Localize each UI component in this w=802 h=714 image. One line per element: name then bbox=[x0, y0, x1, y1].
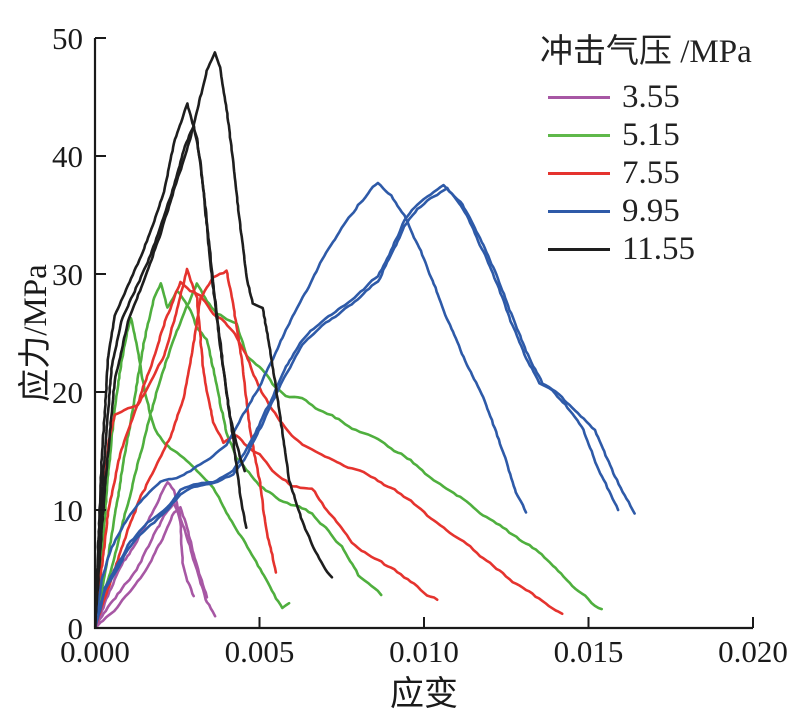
x-tick-label: 0.000 bbox=[60, 634, 130, 669]
curve-11.55-3 bbox=[94, 51, 334, 628]
y-tick-label: 20 bbox=[52, 375, 83, 410]
x-tick-label: 0.020 bbox=[718, 634, 788, 669]
legend-label: 9.95 bbox=[622, 192, 680, 229]
y-tick-label: 40 bbox=[52, 139, 83, 174]
legend-label: 3.55 bbox=[622, 78, 680, 115]
curve-5.15-1 bbox=[94, 317, 291, 628]
legend-item: 5.15 bbox=[538, 116, 752, 154]
y-tick-label: 10 bbox=[52, 493, 83, 528]
x-axis-title: 应变 bbox=[390, 676, 458, 713]
curve-3.55-1 bbox=[94, 481, 217, 628]
legend-line-icon bbox=[548, 171, 610, 175]
y-tick-label: 50 bbox=[52, 21, 83, 56]
legend-item: 11.55 bbox=[538, 230, 752, 268]
y-axis-title: 应力/MPa bbox=[18, 264, 54, 402]
legend-title: 冲击气压 /MPa bbox=[540, 34, 752, 70]
legend-line-icon bbox=[548, 133, 610, 137]
legend-label: 7.55 bbox=[622, 154, 680, 191]
y-tick-label: 0 bbox=[68, 611, 84, 646]
curve-11.55-2 bbox=[94, 124, 248, 628]
y-tick-label: 30 bbox=[52, 257, 83, 292]
legend-item: 7.55 bbox=[538, 154, 752, 192]
curve-9.95-1 bbox=[94, 181, 528, 628]
legend-item: 3.55 bbox=[538, 78, 752, 116]
legend: 冲击气压 /MPa 3.55 5.15 7.55 9.95 11.55 bbox=[538, 24, 752, 268]
curve-9.95-3 bbox=[94, 186, 636, 628]
legend-label: 11.55 bbox=[622, 230, 696, 267]
curve-9.95-2 bbox=[94, 183, 620, 628]
x-tick-label: 0.015 bbox=[554, 634, 624, 669]
legend-item: 9.95 bbox=[538, 192, 752, 230]
x-tick-label: 0.005 bbox=[225, 634, 295, 669]
legend-line-icon bbox=[548, 247, 610, 251]
curve-7.55-3 bbox=[94, 280, 564, 628]
curve-5.15-3 bbox=[94, 282, 603, 628]
legend-label: 5.15 bbox=[622, 116, 680, 153]
legend-line-icon bbox=[548, 95, 610, 99]
curve-3.55-2 bbox=[94, 501, 195, 628]
x-tick-label: 0.010 bbox=[389, 634, 459, 669]
legend-line-icon bbox=[548, 209, 610, 213]
curve-3.55-3 bbox=[94, 506, 209, 628]
